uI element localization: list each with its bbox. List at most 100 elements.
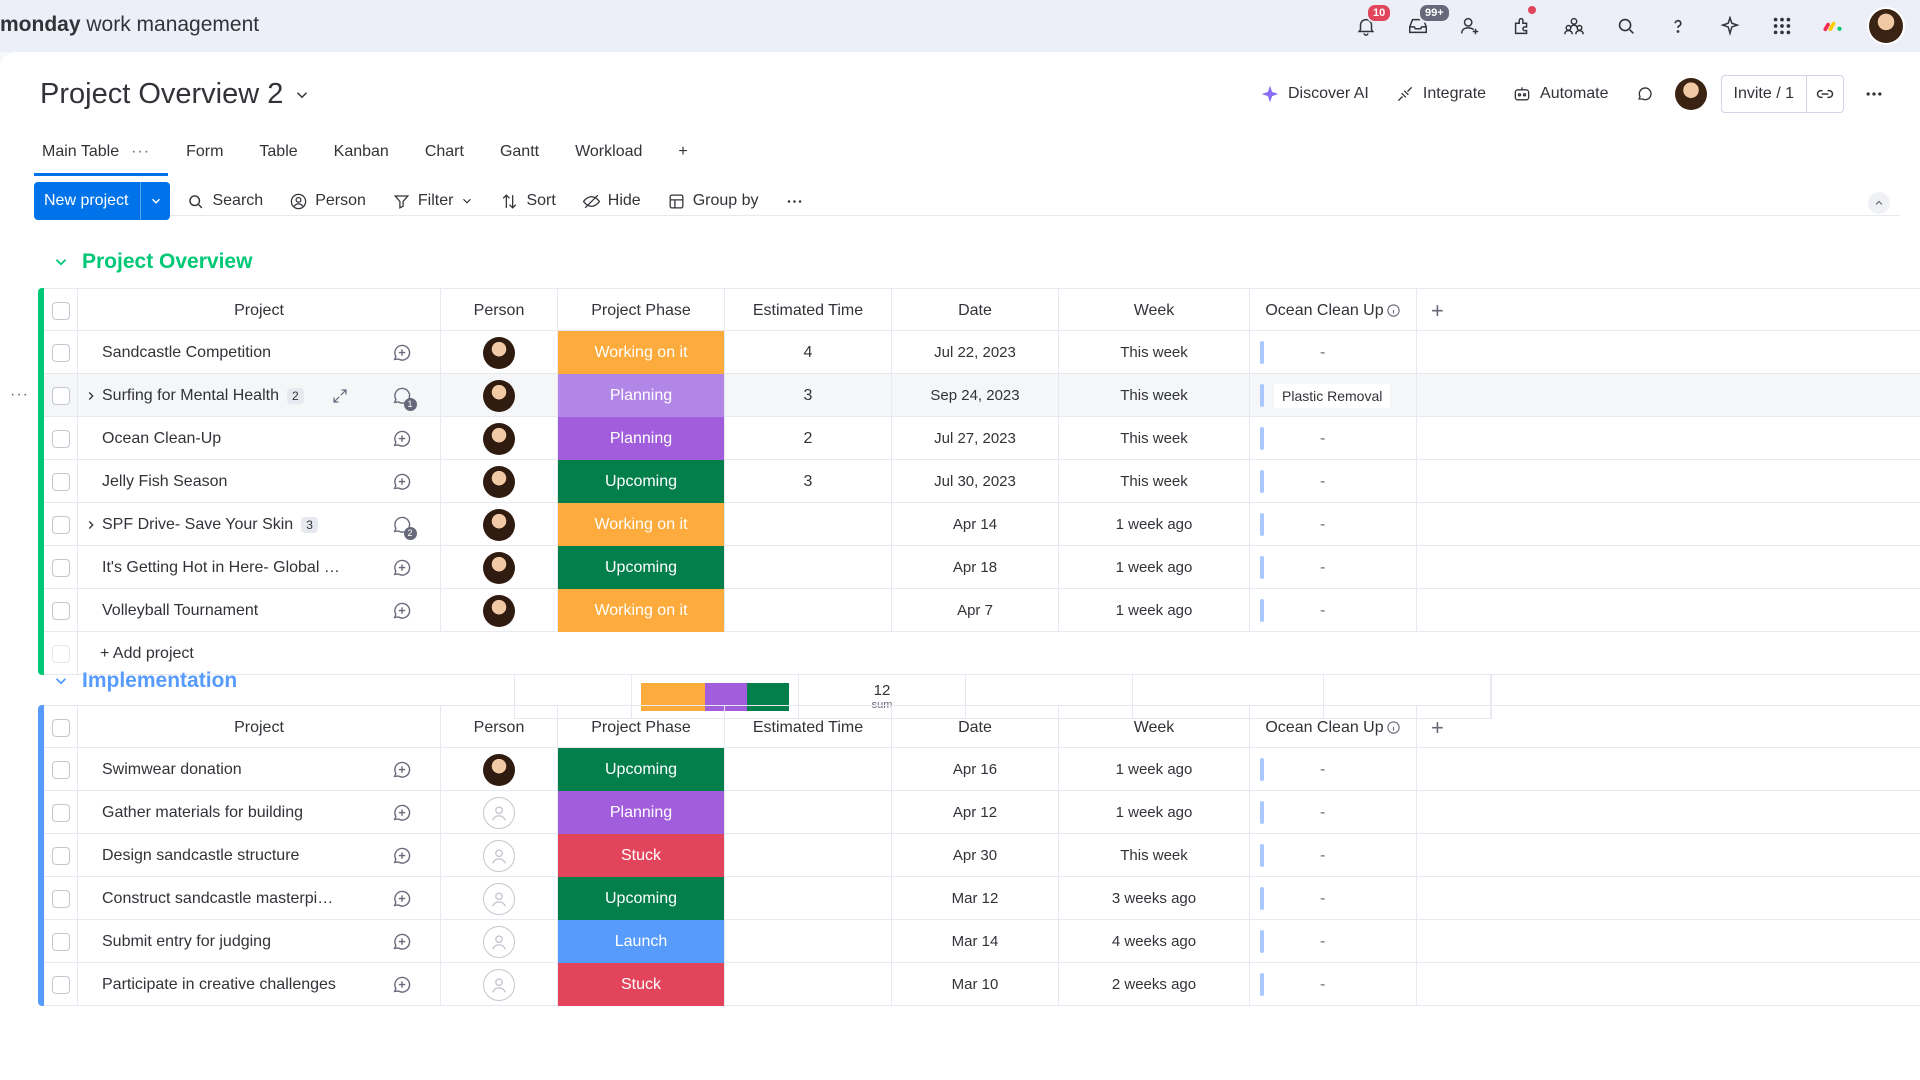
user-avatar[interactable] bbox=[1860, 0, 1912, 52]
status-label[interactable]: Upcoming bbox=[558, 546, 725, 589]
week-value[interactable]: This week bbox=[1059, 374, 1250, 417]
status-label[interactable]: Launch bbox=[558, 920, 725, 963]
week-value[interactable]: 1 week ago bbox=[1059, 589, 1250, 632]
ocean-clean-up-value[interactable]: - bbox=[1250, 503, 1417, 546]
tab-main-table[interactable]: Main Table ··· bbox=[34, 130, 169, 176]
week-value[interactable]: 1 week ago bbox=[1059, 546, 1250, 589]
more-toolbar-icon[interactable] bbox=[775, 182, 814, 220]
search-icon[interactable] bbox=[1600, 0, 1652, 52]
board-member-avatar[interactable] bbox=[1674, 78, 1707, 110]
ocean-clean-up-value[interactable]: - bbox=[1250, 460, 1417, 503]
info-icon[interactable] bbox=[1386, 720, 1401, 735]
empty-person-icon[interactable] bbox=[483, 882, 515, 915]
expand-subitems-icon[interactable] bbox=[84, 389, 98, 403]
chevron-down-icon[interactable] bbox=[460, 194, 474, 208]
table-row[interactable]: Participate in creative challenges Stuck… bbox=[44, 963, 1920, 1006]
invite-button[interactable]: Invite / 1 bbox=[1720, 75, 1844, 113]
column-header-estimated-time[interactable]: Estimated Time bbox=[725, 706, 892, 749]
estimated-time-value[interactable]: 2 bbox=[725, 417, 892, 460]
status-label[interactable]: Planning bbox=[558, 417, 725, 460]
week-value[interactable]: 1 week ago bbox=[1059, 748, 1250, 791]
row-checkbox[interactable] bbox=[51, 343, 70, 362]
week-value[interactable]: 1 week ago bbox=[1059, 791, 1250, 834]
project-name[interactable]: Jelly Fish Season bbox=[102, 472, 228, 490]
column-header-ocean-clean-up[interactable]: Ocean Clean Up bbox=[1250, 706, 1417, 749]
add-update-icon[interactable] bbox=[391, 759, 413, 781]
filter-button[interactable]: Filter bbox=[382, 182, 485, 220]
tab-table[interactable]: Table bbox=[259, 143, 298, 160]
tab-options-icon[interactable]: ··· bbox=[131, 143, 151, 160]
status-label[interactable]: Working on it bbox=[558, 589, 725, 632]
chevron-down-icon[interactable] bbox=[140, 182, 170, 220]
estimated-time-value[interactable] bbox=[725, 920, 892, 963]
week-value[interactable]: This week bbox=[1059, 460, 1250, 503]
date-value[interactable]: Apr 12 bbox=[892, 791, 1059, 834]
ocean-clean-up-value[interactable]: - bbox=[1250, 331, 1417, 374]
select-all-checkbox[interactable] bbox=[51, 301, 70, 320]
column-header-ocean-clean-up[interactable]: Ocean Clean Up bbox=[1250, 289, 1417, 332]
project-name[interactable]: Volleyball Tournament bbox=[102, 601, 259, 619]
ocean-clean-up-value[interactable]: - bbox=[1250, 589, 1417, 632]
date-value[interactable]: Apr 30 bbox=[892, 834, 1059, 877]
row-checkbox[interactable] bbox=[51, 558, 70, 577]
table-row[interactable]: Surfing for Mental Health 2 1 Planning 3… bbox=[44, 374, 1920, 417]
invite-members-icon[interactable] bbox=[1444, 0, 1496, 52]
column-header-phase[interactable]: Project Phase bbox=[558, 289, 725, 332]
ocean-clean-up-value[interactable]: - bbox=[1250, 920, 1417, 963]
project-name[interactable]: Swimwear donation bbox=[102, 760, 242, 778]
add-update-icon[interactable] bbox=[391, 342, 413, 364]
ocean-clean-up-value[interactable]: - bbox=[1250, 417, 1417, 460]
copy-link-icon[interactable] bbox=[1807, 84, 1843, 104]
automate-button[interactable]: Automate bbox=[1506, 84, 1614, 104]
chevron-down-icon[interactable] bbox=[293, 86, 311, 104]
project-name[interactable]: Surfing for Mental Health bbox=[102, 386, 279, 404]
status-label[interactable]: Working on it bbox=[558, 331, 725, 374]
row-checkbox[interactable] bbox=[51, 429, 70, 448]
integrate-button[interactable]: Integrate bbox=[1389, 84, 1492, 104]
table-row[interactable]: Gather materials for building Planning A… bbox=[44, 791, 1920, 834]
ocean-clean-up-value[interactable]: - bbox=[1250, 748, 1417, 791]
week-value[interactable]: This week bbox=[1059, 417, 1250, 460]
column-header-project[interactable]: Project bbox=[78, 289, 441, 332]
ocean-clean-up-value[interactable]: Plastic Removal bbox=[1250, 374, 1417, 417]
add-update-icon[interactable] bbox=[391, 888, 413, 910]
table-row[interactable]: Jelly Fish Season Upcoming 3 Jul 30, 202… bbox=[44, 460, 1920, 503]
empty-person-icon[interactable] bbox=[483, 839, 515, 872]
column-header-estimated-time[interactable]: Estimated Time bbox=[725, 289, 892, 332]
tab-chart[interactable]: Chart bbox=[424, 143, 464, 160]
ocean-clean-up-value[interactable]: - bbox=[1250, 834, 1417, 877]
empty-person-icon[interactable] bbox=[483, 968, 515, 1001]
estimated-time-value[interactable] bbox=[725, 748, 892, 791]
status-label[interactable]: Stuck bbox=[558, 834, 725, 877]
column-header-project[interactable]: Project bbox=[78, 706, 441, 749]
project-name[interactable]: It's Getting Hot in Here- Global Warmi..… bbox=[102, 558, 342, 576]
column-header-date[interactable]: Date bbox=[892, 706, 1059, 749]
estimated-time-value[interactable] bbox=[725, 589, 892, 632]
group-by-button[interactable]: Group by bbox=[657, 182, 769, 220]
ai-sparkle-icon[interactable] bbox=[1704, 0, 1756, 52]
status-label[interactable]: Upcoming bbox=[558, 748, 725, 791]
project-name[interactable]: Participate in creative challenges bbox=[102, 975, 336, 993]
row-checkbox[interactable] bbox=[51, 472, 70, 491]
group-title[interactable]: Implementation bbox=[82, 669, 238, 692]
page-title[interactable]: Project Overview 2 bbox=[40, 78, 284, 110]
updates-button[interactable] bbox=[1629, 84, 1661, 104]
status-label[interactable]: Planning bbox=[558, 374, 725, 417]
table-row[interactable]: Construct sandcastle masterpiece Upcomin… bbox=[44, 877, 1920, 920]
person-avatar[interactable] bbox=[483, 336, 515, 369]
add-update-icon[interactable] bbox=[391, 600, 413, 622]
date-value[interactable]: Mar 12 bbox=[892, 877, 1059, 920]
project-name[interactable]: Sandcastle Competition bbox=[102, 343, 271, 361]
chevron-down-icon[interactable] bbox=[52, 253, 70, 271]
estimated-time-value[interactable] bbox=[725, 877, 892, 920]
phase-distribution-bar[interactable] bbox=[632, 675, 799, 719]
row-checkbox[interactable] bbox=[51, 975, 70, 994]
brand-logo[interactable]: monday work management bbox=[0, 13, 260, 36]
apps-marketplace-icon[interactable] bbox=[1496, 0, 1548, 52]
teams-icon[interactable] bbox=[1548, 0, 1600, 52]
estimated-time-value[interactable] bbox=[725, 963, 892, 1006]
column-header-person[interactable]: Person bbox=[441, 706, 558, 749]
date-value[interactable]: Mar 14 bbox=[892, 920, 1059, 963]
column-header-person[interactable]: Person bbox=[441, 289, 558, 332]
row-checkbox[interactable] bbox=[51, 932, 70, 951]
